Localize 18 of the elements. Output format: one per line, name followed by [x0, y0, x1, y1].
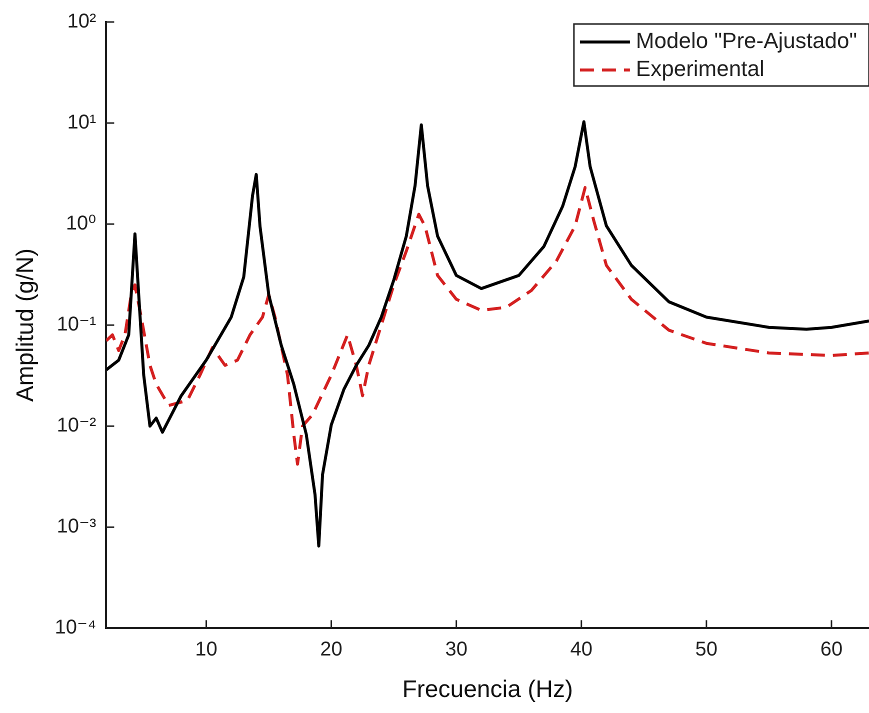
y-tick-label: 10⁻² — [56, 414, 97, 437]
x-tick-label: 50 — [695, 638, 718, 661]
legend-label: Modelo "Pre-Ajustado" — [636, 28, 858, 54]
y-tick-label: 10² — [67, 10, 97, 33]
x-tick-label: 30 — [445, 638, 468, 661]
y-tick-label: 10⁻¹ — [56, 314, 97, 336]
y-axis-title: Amplitud (g/N) — [12, 248, 40, 402]
legend-label: Experimental — [636, 56, 764, 82]
y-tick-label: 10⁰ — [66, 212, 96, 235]
x-axis-title: Frecuencia (Hz) — [402, 676, 573, 704]
y-tick-label: 10¹ — [67, 112, 97, 134]
x-tick-label: 10 — [195, 638, 218, 661]
x-tick-label: 40 — [570, 638, 593, 661]
y-tick-label: 10⁻⁴ — [54, 616, 96, 639]
x-tick-label: 60 — [820, 638, 843, 661]
x-tick-label: 20 — [320, 638, 342, 661]
line-series — [106, 186, 869, 466]
y-tick-label: 10⁻³ — [56, 516, 97, 538]
